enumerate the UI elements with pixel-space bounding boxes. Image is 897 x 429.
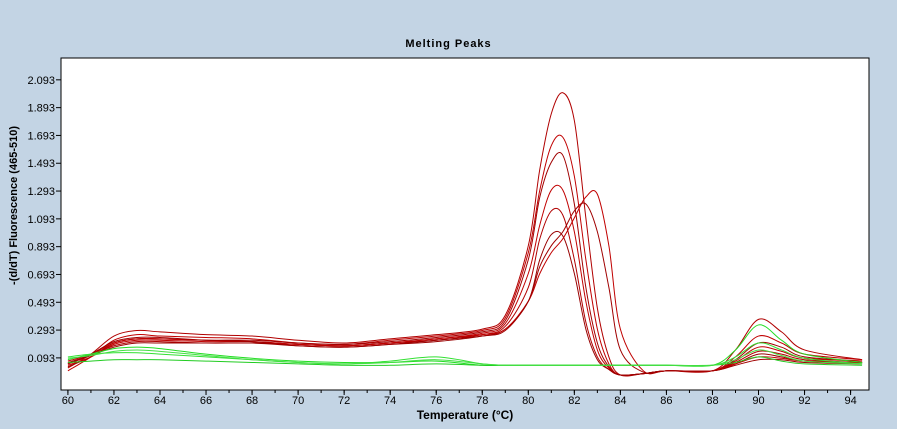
series-line-green-4 bbox=[67, 349, 863, 367]
x-tick-label: 86 bbox=[660, 395, 672, 405]
x-tick-label: 82 bbox=[568, 395, 580, 405]
x-tick-label: 88 bbox=[706, 395, 718, 405]
x-tick-label: 78 bbox=[476, 395, 488, 405]
x-tick-label: 68 bbox=[246, 395, 258, 405]
x-tick-label: 74 bbox=[384, 395, 396, 405]
x-tick-label: 90 bbox=[752, 395, 764, 405]
x-tick-label: 92 bbox=[798, 395, 810, 405]
x-tick-label: 80 bbox=[522, 395, 534, 405]
x-tick-label: 70 bbox=[292, 395, 304, 405]
x-tick-label: 94 bbox=[844, 395, 856, 405]
y-tick-label: 1.893 bbox=[27, 103, 55, 115]
melting-peaks-chart: 60 62 64 66 68 70 72 74 76 78 80 82 84 86 88 90 92 94 0.09… bbox=[27, 57, 870, 405]
y-tick-label: 0.893 bbox=[27, 242, 55, 254]
y-tick-label: 0.693 bbox=[27, 269, 55, 281]
y-tick-label: 0.093 bbox=[27, 353, 55, 365]
x-tick-label: 72 bbox=[338, 395, 350, 405]
x-tick-label: 62 bbox=[108, 395, 120, 405]
plot-area bbox=[60, 57, 870, 391]
x-axis-label: Temperature (°C) bbox=[416, 408, 514, 422]
x-tick-label: 64 bbox=[154, 395, 166, 405]
y-tick-label: 1.493 bbox=[27, 158, 55, 170]
y-tick-label: 0.493 bbox=[27, 297, 55, 309]
y-tick-label: 1.693 bbox=[27, 130, 55, 142]
x-tick-label: 84 bbox=[614, 395, 626, 405]
y-tick-label: 0.293 bbox=[27, 325, 55, 337]
x-tick-label: 60 bbox=[62, 395, 74, 405]
x-tick-label: 76 bbox=[430, 395, 442, 405]
series-line-red-8 bbox=[67, 202, 863, 374]
y-tick-label: 2.093 bbox=[27, 75, 55, 87]
chart-title: Melting Peaks bbox=[405, 38, 492, 50]
y-tick-label: 1.093 bbox=[27, 214, 55, 226]
y-tick-label: 1.293 bbox=[27, 186, 55, 198]
x-tick-label: 66 bbox=[200, 395, 212, 405]
